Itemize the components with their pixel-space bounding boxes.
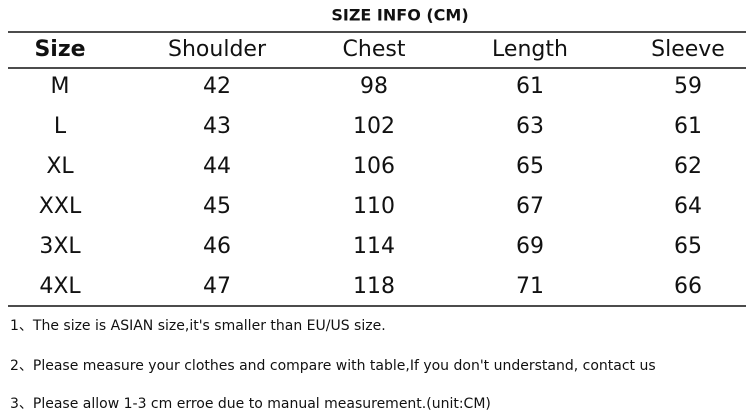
- column-header: Chest: [343, 37, 406, 62]
- table-cell: 102: [353, 114, 395, 139]
- column-header: Length: [492, 37, 568, 62]
- table-cell: 65: [674, 234, 702, 259]
- note: 3、Please allow 1-3 cm erroe due to manua…: [10, 396, 491, 412]
- table-cell: 71: [516, 274, 544, 299]
- table-cell: M: [51, 74, 70, 99]
- note: 2、Please measure your clothes and compar…: [10, 358, 656, 374]
- table-cell: 45: [203, 194, 231, 219]
- table-cell: 43: [203, 114, 231, 139]
- table-cell: 118: [353, 274, 395, 299]
- table-cell: 42: [203, 74, 231, 99]
- table-cell: 3XL: [39, 234, 81, 259]
- table-cell: 64: [674, 194, 702, 219]
- table-cell: 47: [203, 274, 231, 299]
- table-cell: L: [54, 114, 67, 139]
- column-header: Shoulder: [168, 37, 267, 62]
- table-cell: 69: [516, 234, 544, 259]
- table-cell: 106: [353, 154, 395, 179]
- table-cell: 44: [203, 154, 231, 179]
- table-cell: 46: [203, 234, 231, 259]
- column-header: Sleeve: [651, 37, 725, 62]
- table-cell: 62: [674, 154, 702, 179]
- table-cell: 4XL: [39, 274, 81, 299]
- table-cell: 67: [516, 194, 544, 219]
- table-cell: 61: [516, 74, 544, 99]
- note: 1、The size is ASIAN size,it's smaller th…: [10, 318, 386, 334]
- table-cell: 65: [516, 154, 544, 179]
- table-cell: XL: [46, 154, 74, 179]
- table-cell: 66: [674, 274, 702, 299]
- table-cell: XXL: [39, 194, 82, 219]
- table-cell: 59: [674, 74, 702, 99]
- table-cell: 98: [360, 74, 388, 99]
- table-cell: 110: [353, 194, 395, 219]
- column-header: Size: [34, 37, 85, 62]
- title: SIZE INFO (CM): [331, 6, 468, 25]
- table-cell: 63: [516, 114, 544, 139]
- table-cell: 114: [353, 234, 395, 259]
- table-cell: 61: [674, 114, 702, 139]
